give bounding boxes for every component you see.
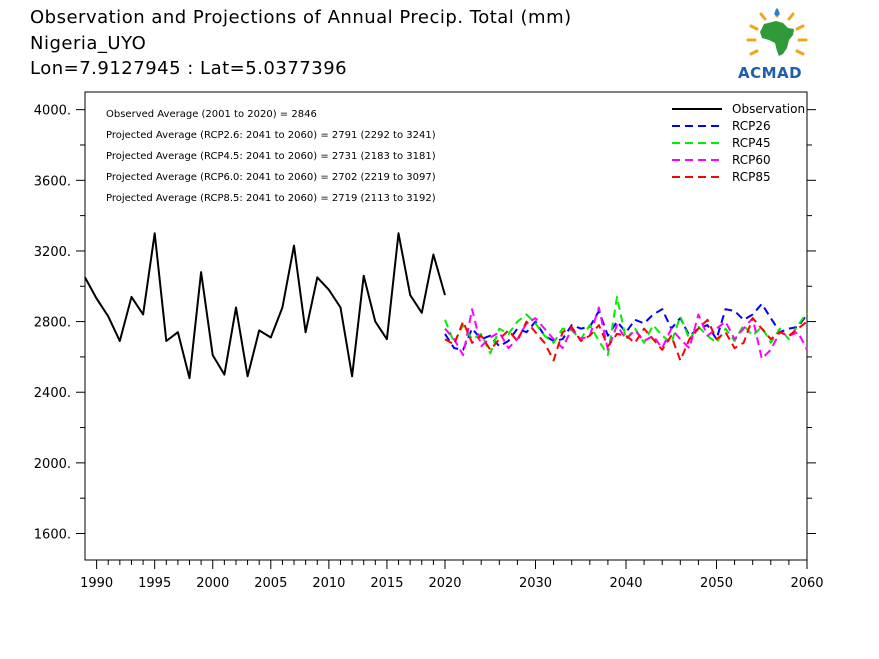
logo-text: ACMAD <box>738 64 803 82</box>
y-tick-label: 1600. <box>34 528 71 543</box>
x-tick-label: 2040 <box>609 576 642 591</box>
y-tick-label: 2800. <box>34 316 71 331</box>
annotation-line: Observed Average (2001 to 2020) = 2846 <box>106 109 317 120</box>
x-tick-label: 2015 <box>370 576 403 591</box>
series-line-rcp85 <box>444 317 808 362</box>
x-tick-label: 2030 <box>519 576 552 591</box>
x-tick-label: 1995 <box>138 576 171 591</box>
series-line-rcp45 <box>444 295 808 357</box>
y-tick-label: 4000. <box>34 104 71 119</box>
x-tick-label: 2020 <box>428 576 461 591</box>
annotation-line: Projected Average (RCP6.0: 2041 to 2060)… <box>106 172 436 183</box>
annotation-line: Projected Average (RCP4.5: 2041 to 2060)… <box>106 151 436 162</box>
y-tick-label: 3200. <box>34 245 71 260</box>
annotation-line: Projected Average (RCP8.5: 2041 to 2060)… <box>106 193 436 204</box>
annotation-line: Projected Average (RCP2.6: 2041 to 2060)… <box>106 130 436 141</box>
chart-title: Observation and Projections of Annual Pr… <box>30 7 572 28</box>
acmad-logo: ACMAD <box>736 6 818 84</box>
x-tick-label: 2000 <box>196 576 229 591</box>
y-tick-label: 2000. <box>34 457 71 472</box>
location-coords: Lon=7.9127945 : Lat=5.0377396 <box>30 58 348 79</box>
x-tick-label: 2010 <box>312 576 345 591</box>
legend-label: RCP60 <box>732 153 771 167</box>
legend-label: RCP26 <box>732 119 771 133</box>
y-tick-label: 2400. <box>34 386 71 401</box>
africa-map-icon <box>746 8 808 56</box>
legend-label: RCP45 <box>732 136 771 150</box>
plot-frame <box>84 91 808 561</box>
x-tick-label: 2005 <box>254 576 287 591</box>
x-tick-label: 2060 <box>790 576 823 591</box>
series-line-observation <box>84 232 446 380</box>
location-name: Nigeria_UYO <box>30 33 147 54</box>
legend-label: RCP85 <box>732 170 771 184</box>
series-line-rcp26 <box>444 302 808 351</box>
x-tick-label: 1990 <box>80 576 113 591</box>
x-tick-label: 2050 <box>700 576 733 591</box>
legend-label: Observation <box>732 102 805 116</box>
y-tick-label: 3600. <box>34 174 71 189</box>
